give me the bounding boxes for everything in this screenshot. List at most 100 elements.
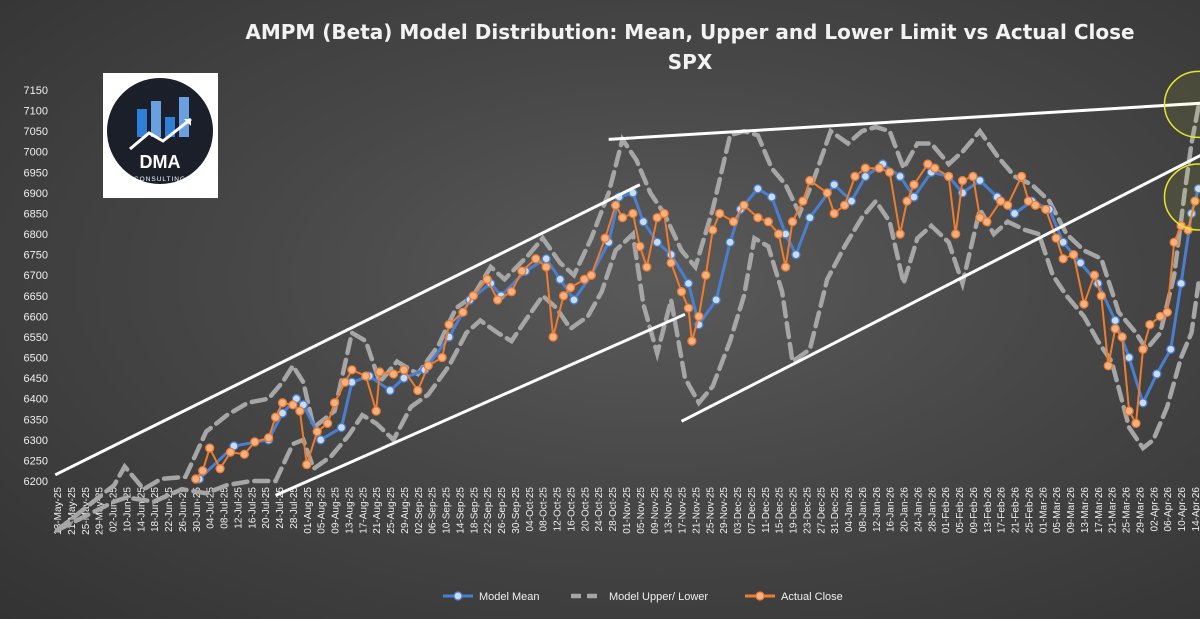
x-tick-label: 28-Oct-25 (608, 487, 619, 532)
actual-point (329, 398, 340, 408)
x-tick-label: 12-Jan-26 (872, 487, 883, 532)
y-tick-label: 7000 (24, 147, 48, 159)
x-tick-label: 17-Feb-26 (997, 487, 1008, 534)
actual-point (191, 474, 201, 484)
logo-brand-text: DMA (140, 152, 181, 172)
y-tick-label: 6800 (24, 229, 48, 241)
mean-point (860, 171, 871, 182)
legend-label: Model Upper/ Lower (609, 591, 708, 603)
x-tick-label: 02-Jun-25 (109, 487, 120, 532)
x-tick-label: 01-Feb-26 (941, 487, 952, 534)
actual-point (885, 167, 895, 177)
x-tick-label: 12-Oct-25 (553, 487, 564, 532)
x-tick-label: 29-Mar-26 (1135, 487, 1146, 534)
mean-point (975, 175, 985, 186)
mean-point (336, 422, 347, 433)
actual-point (312, 426, 322, 437)
actual-point (739, 200, 749, 210)
mean-point (1058, 237, 1068, 247)
actual-point (340, 377, 350, 387)
annotations-layer (54, 70, 1200, 497)
y-tick-label: 6500 (24, 353, 48, 365)
actual-point (250, 437, 260, 447)
x-tick-label: 01-Mar-26 (1038, 487, 1049, 534)
mean-point (569, 295, 579, 305)
actual-point (708, 225, 718, 235)
actual-point (1002, 200, 1013, 210)
trendline (274, 312, 686, 497)
actual-point (1162, 307, 1172, 317)
actual-point (288, 400, 298, 410)
y-tick-label: 6400 (24, 394, 48, 406)
x-tick-label: 24-Jul-25 (275, 487, 286, 529)
y-tick-label: 7050 (24, 126, 48, 138)
actual-point (215, 464, 225, 474)
mean-point (385, 385, 395, 396)
x-tick-label: 03-Dec-25 (733, 487, 744, 534)
legend-item: Actual Close (745, 591, 843, 603)
actual-point (1096, 291, 1106, 301)
actual-point (1030, 200, 1041, 210)
actual-point (957, 175, 968, 186)
x-tick-label: 05-Mar-26 (1052, 487, 1063, 534)
actual-point (687, 336, 697, 346)
y-tick-label: 6250 (24, 455, 48, 467)
x-tick-label: 16-Oct-25 (566, 487, 577, 532)
x-tick-label: 14-Jun-25 (136, 487, 147, 532)
mean-point (683, 278, 694, 289)
x-tick-label: 11-Dec-25 (761, 487, 772, 533)
series-upper-line (54, 104, 1200, 533)
x-tick-label: 13-Mar-26 (1080, 487, 1091, 534)
actual-point (701, 270, 711, 280)
actual-point (923, 159, 933, 169)
legend-label: Actual Close (781, 591, 843, 603)
x-tick-label: 28-Jul-25 (289, 487, 300, 529)
actual-point (1145, 319, 1155, 330)
mean-point (1176, 278, 1186, 289)
actual-point (239, 449, 250, 459)
x-tick-label: 29-Nov-25 (719, 487, 730, 534)
actual-point (902, 196, 912, 206)
actual-point (506, 287, 517, 297)
actual-point (579, 274, 590, 284)
actual-point (617, 212, 628, 223)
x-tick-label: 12-Jul-25 (233, 487, 244, 529)
x-tick-label: 24-Oct-25 (594, 487, 605, 532)
actual-point (944, 171, 954, 182)
x-tick-label: 18-Sep-25 (469, 487, 480, 534)
x-tick-label: 04-Jan-26 (844, 487, 855, 532)
actual-point (347, 365, 357, 375)
actual-point (1138, 344, 1148, 354)
actual-point (798, 196, 808, 206)
actual-point (277, 398, 288, 408)
x-tick-label: 01-Nov-25 (622, 487, 633, 534)
x-tick-label: 09-Mar-26 (1066, 487, 1077, 534)
x-tick-label: 08-Jul-25 (220, 487, 231, 529)
actual-point (628, 208, 638, 219)
x-tick-label: 17-Mar-26 (1094, 487, 1105, 534)
actual-point (874, 163, 884, 173)
mean-point (1009, 208, 1020, 219)
mean-point (316, 435, 326, 445)
actual-point (322, 418, 333, 429)
x-tick-label: 13-Feb-26 (983, 487, 994, 534)
actual-point (1041, 204, 1051, 215)
actual-point (423, 361, 433, 371)
mean-point (1110, 315, 1120, 326)
y-tick-label: 6700 (24, 270, 48, 282)
actual-point (930, 163, 940, 173)
x-tick-label: 22-Jun-25 (164, 487, 175, 532)
mean-point (767, 192, 777, 202)
actual-point (302, 459, 312, 470)
dma-logo: DMA CONSULTING (103, 73, 218, 198)
actual-point (548, 332, 558, 342)
actual-point (968, 171, 978, 182)
x-tick-label: 06-Sep-25 (428, 487, 439, 534)
legend-marker (755, 591, 765, 601)
actual-point (715, 208, 725, 219)
y-tick-label: 7150 (24, 85, 48, 97)
x-tick-label: 07-Dec-25 (747, 487, 758, 534)
x-tick-label: 21-Nov-25 (691, 487, 702, 534)
actual-point (895, 229, 905, 239)
